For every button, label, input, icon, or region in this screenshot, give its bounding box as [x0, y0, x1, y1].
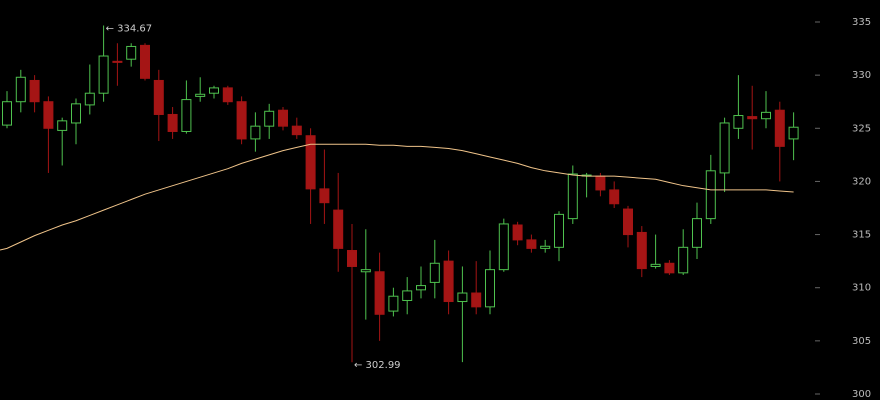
candle-body [222, 87, 233, 103]
candle-body [457, 292, 468, 303]
candle-body [374, 271, 385, 315]
candle-body [719, 122, 730, 174]
candle-body [692, 218, 702, 248]
y-tick-label: 325 [852, 123, 871, 134]
y-tick-label: 305 [852, 336, 871, 347]
y-tick-label: 315 [852, 230, 871, 241]
candle-body [15, 76, 26, 103]
candle-body [788, 126, 799, 140]
candle-body [498, 223, 509, 271]
candle-body [98, 55, 109, 94]
candle-body [636, 231, 647, 270]
candle-body [678, 246, 689, 274]
candle-body [650, 263, 661, 267]
candle-body [761, 111, 771, 120]
candle-body [416, 285, 426, 291]
candle-body [733, 115, 744, 129]
candle-body [360, 269, 371, 273]
candle-body [181, 99, 192, 132]
candle-body [485, 269, 495, 308]
candle-body [57, 120, 68, 131]
y-tick-label: 335 [852, 17, 871, 28]
candle-body [333, 209, 344, 249]
annotation: ← 334.67 [106, 24, 153, 35]
y-tick-label: 330 [852, 70, 871, 81]
candle-body [112, 60, 123, 63]
moving-average [0, 143, 794, 251]
candle-body [471, 292, 482, 308]
y-tick-label: 320 [852, 176, 871, 187]
candle-body [305, 135, 316, 190]
candle-body [236, 101, 247, 140]
candle-body [402, 290, 413, 301]
candle-body [623, 208, 633, 236]
candle-body [595, 175, 606, 191]
candle-body [705, 170, 716, 220]
candle-body [250, 125, 261, 140]
candle-body [167, 113, 178, 132]
candle-body [347, 250, 357, 267]
y-tick-label: 310 [852, 283, 871, 294]
candle-body [429, 262, 440, 283]
candle-body [526, 239, 537, 249]
candle-body [71, 103, 81, 124]
candle-body [388, 295, 399, 312]
candle-body [153, 79, 164, 115]
candle-body [43, 101, 54, 129]
candle-body [512, 224, 523, 241]
annotation: ← 302.99 [354, 360, 401, 371]
candle-body [774, 109, 785, 147]
candle-body [264, 110, 275, 127]
candle-body [291, 125, 302, 136]
candle-body [443, 260, 454, 303]
y-tick-label: 300 [852, 389, 871, 400]
candle-body [567, 173, 578, 220]
candle-body [84, 92, 95, 106]
candle-body [29, 79, 40, 103]
candle-body [209, 87, 219, 94]
candle-body [609, 189, 620, 205]
candle-body [540, 245, 551, 249]
candle-body [747, 116, 758, 120]
candle-body [126, 45, 137, 60]
candle-body [195, 93, 206, 97]
candle-body [664, 262, 675, 274]
candle-body [319, 188, 330, 204]
candle-body [554, 213, 564, 248]
candle-body [2, 101, 12, 126]
candle-body [278, 109, 288, 127]
candle-body [140, 44, 150, 79]
